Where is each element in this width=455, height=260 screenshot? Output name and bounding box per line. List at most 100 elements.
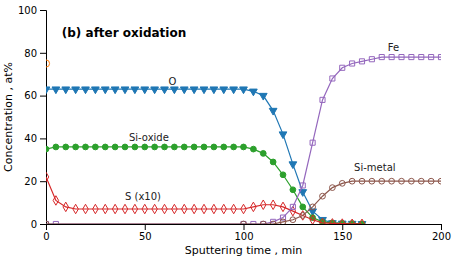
x-axis: 0 50 100 150 200	[43, 224, 451, 242]
marker	[349, 219, 354, 224]
marker	[290, 206, 295, 215]
series-line	[46, 89, 362, 224]
marker	[270, 200, 275, 209]
marker	[122, 204, 127, 213]
x-tick-label: 0	[43, 231, 49, 242]
marker	[350, 61, 355, 66]
marker	[359, 178, 365, 184]
marker	[73, 204, 78, 213]
marker	[320, 218, 325, 224]
marker	[300, 204, 306, 210]
marker	[259, 93, 267, 100]
marker	[409, 55, 414, 60]
x-tick-label: 50	[139, 231, 152, 242]
marker	[53, 144, 59, 150]
series-line	[46, 177, 362, 224]
marker	[83, 144, 89, 150]
y-tick: 100	[18, 5, 46, 16]
marker	[250, 146, 256, 152]
marker	[369, 57, 374, 62]
marker	[46, 172, 49, 181]
x-tick-mark	[145, 224, 146, 230]
marker	[231, 204, 236, 213]
marker	[112, 144, 118, 150]
y-tick: 40	[24, 133, 46, 144]
marker	[72, 87, 80, 94]
marker	[103, 204, 108, 213]
marker	[112, 204, 117, 213]
series-line	[46, 147, 362, 224]
marker	[329, 185, 335, 191]
x-tick: 100	[234, 224, 253, 242]
marker	[152, 204, 157, 213]
marker	[260, 151, 266, 157]
annotation: O	[168, 76, 176, 87]
marker	[171, 87, 179, 94]
marker	[220, 87, 228, 94]
marker	[340, 219, 345, 224]
marker	[46, 146, 49, 152]
marker	[162, 144, 168, 150]
x-axis-title: Sputtering time , min	[185, 244, 302, 257]
marker	[46, 221, 49, 224]
marker	[131, 87, 139, 94]
marker	[429, 55, 434, 60]
marker	[310, 215, 315, 224]
series	[46, 172, 365, 224]
marker	[52, 87, 60, 94]
x-tick: 150	[333, 224, 352, 242]
marker	[290, 204, 295, 209]
marker	[122, 144, 128, 150]
marker	[339, 180, 345, 186]
marker	[240, 87, 248, 94]
x-tick-mark	[342, 224, 343, 230]
marker	[290, 217, 296, 223]
marker	[330, 219, 335, 224]
marker	[151, 87, 159, 94]
marker	[349, 178, 355, 184]
y-tick: 0	[31, 219, 46, 230]
marker	[221, 204, 226, 213]
marker	[379, 178, 385, 184]
y-tick-mark	[40, 138, 46, 139]
marker	[399, 55, 404, 60]
y-tick-label: 60	[24, 90, 37, 101]
marker	[162, 204, 167, 213]
annotation: Fe	[388, 42, 399, 53]
marker	[83, 204, 88, 213]
marker	[152, 144, 158, 150]
marker	[221, 144, 227, 150]
annotation: S (x10)	[125, 191, 161, 202]
marker	[320, 97, 325, 102]
series-line	[46, 181, 441, 224]
y-tick: 80	[24, 48, 46, 59]
marker	[211, 204, 216, 213]
y-tick-mark	[40, 96, 46, 97]
y-tick-mark	[40, 53, 46, 54]
marker	[121, 87, 129, 94]
marker	[211, 144, 217, 150]
marker	[280, 219, 286, 224]
marker	[171, 144, 177, 150]
marker	[438, 178, 441, 184]
y-tick: 20	[24, 176, 46, 187]
y-tick-label: 80	[24, 48, 37, 59]
series-line	[46, 57, 441, 224]
plot: 0 50 100 150 200 0 20 40 60 80 100 Sputtering time …	[2, 5, 451, 257]
x-tick-label: 200	[432, 231, 451, 242]
marker	[438, 55, 441, 60]
y-tick-label: 20	[24, 176, 37, 187]
marker	[73, 144, 79, 150]
marker	[389, 55, 394, 60]
marker	[141, 87, 149, 94]
marker	[241, 144, 247, 150]
marker	[250, 89, 258, 96]
y-tick-label: 100	[18, 5, 37, 16]
marker	[142, 204, 147, 213]
annotation: Si-metal	[354, 162, 395, 173]
data-area	[46, 55, 441, 224]
x-tick: 200	[432, 224, 451, 242]
marker	[269, 108, 277, 115]
marker	[279, 132, 287, 139]
marker	[63, 202, 68, 211]
